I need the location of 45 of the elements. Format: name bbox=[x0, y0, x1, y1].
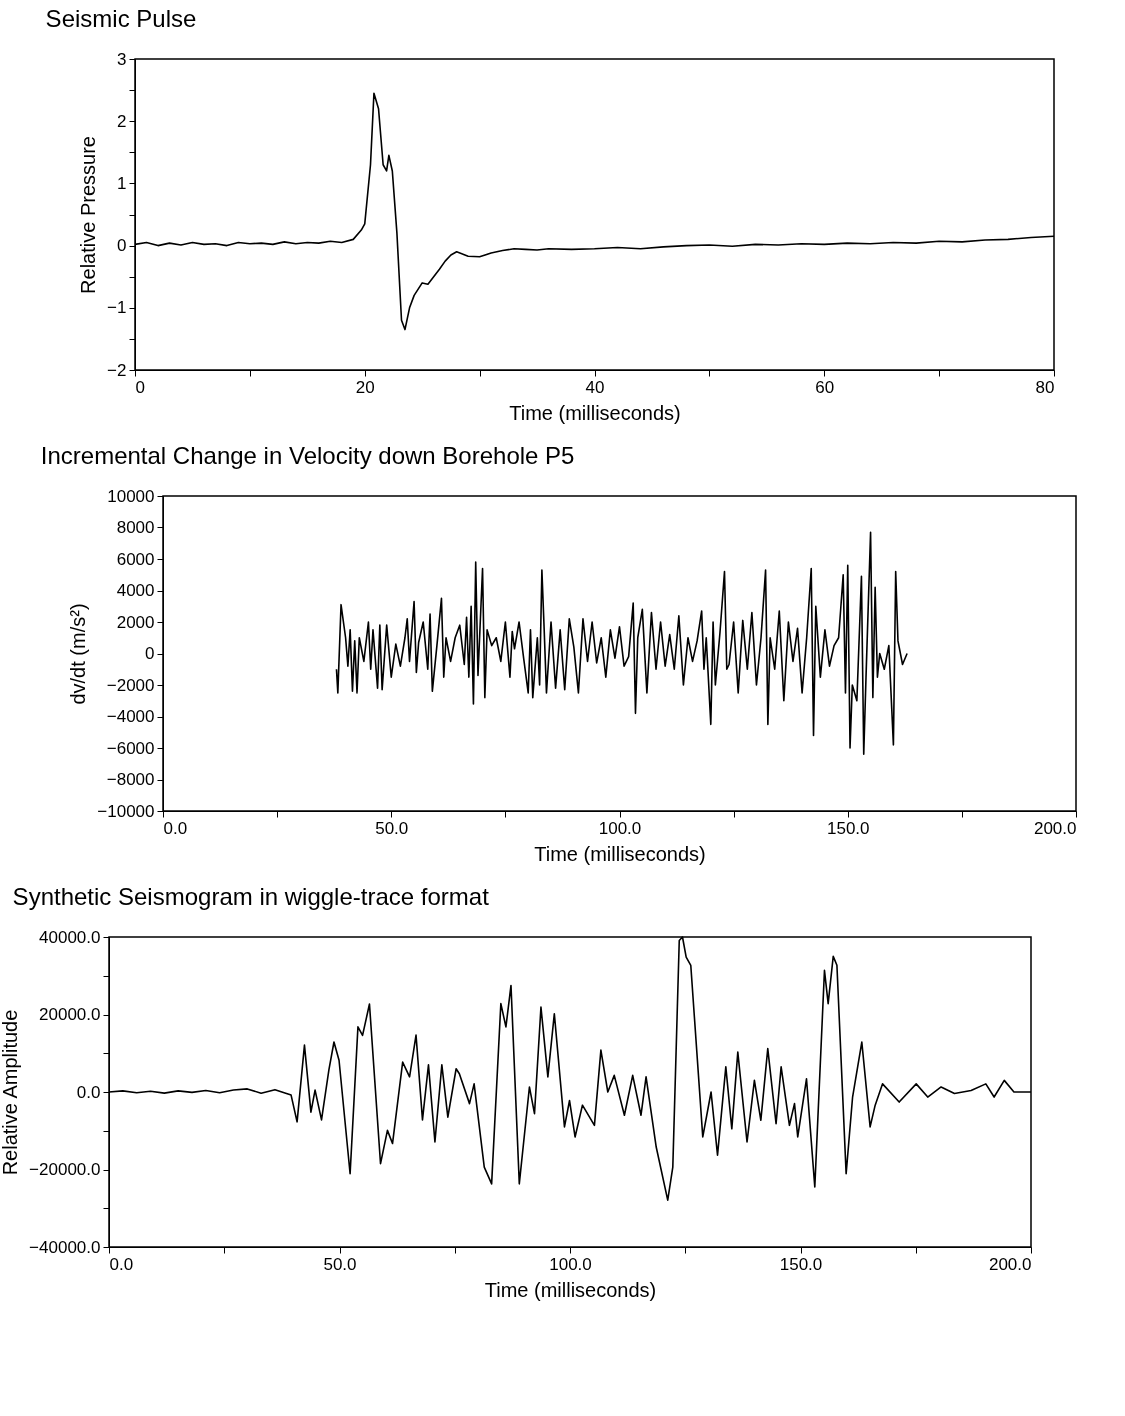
chart-title: Synthetic Seismogram in wiggle-trace format bbox=[12, 883, 490, 910]
y-tick-label: 0.0 bbox=[76, 1082, 101, 1102]
x-axis-title: Time (milliseconds) bbox=[509, 401, 681, 424]
x-tick-label: 20 bbox=[355, 377, 375, 397]
x-tick-label: 150.0 bbox=[779, 1254, 823, 1274]
y-tick-label: −8000 bbox=[106, 770, 155, 789]
x-tick-label: 200.0 bbox=[988, 1254, 1032, 1274]
chart-title: Incremental Change in Velocity down Borehole P5 bbox=[40, 442, 575, 469]
y-tick-label: −6000 bbox=[106, 738, 155, 758]
y-tick-label: 6000 bbox=[116, 549, 155, 569]
x-tick-label: 100.0 bbox=[598, 818, 642, 838]
y-tick-label: −2000 bbox=[106, 675, 155, 695]
x-tick-label: 0.0 bbox=[163, 818, 188, 838]
x-tick-label: 50.0 bbox=[375, 818, 409, 838]
y-axis-title: Relative Amplitude bbox=[0, 1009, 22, 1176]
y-tick-label: 2000 bbox=[116, 612, 155, 632]
y-tick-label: 0 bbox=[145, 644, 155, 663]
y-tick-label: 2 bbox=[117, 111, 127, 131]
x-tick-label: 60 bbox=[815, 377, 835, 397]
x-tick-label: 100.0 bbox=[549, 1254, 592, 1274]
y-tick-label: 4000 bbox=[116, 581, 155, 600]
x-tick-label: 200.0 bbox=[1033, 818, 1077, 838]
y-tick-label: −1 bbox=[107, 298, 127, 318]
chart-title: Seismic Pulse bbox=[45, 5, 197, 32]
y-tick-label: 10000 bbox=[107, 486, 155, 506]
x-tick-label: 80 bbox=[1035, 377, 1055, 397]
y-tick-label: 3 bbox=[117, 49, 127, 69]
x-tick-label: 150.0 bbox=[826, 818, 870, 838]
x-tick-label: 40 bbox=[585, 377, 605, 397]
y-tick-label: −40000.0 bbox=[29, 1237, 101, 1257]
y-tick-label: 0 bbox=[117, 236, 127, 256]
x-axis-title: Time (milliseconds) bbox=[534, 842, 706, 865]
y-tick-label: −4000 bbox=[106, 707, 155, 726]
x-axis-title: Time (milliseconds) bbox=[484, 1278, 657, 1301]
y-tick-label: −2 bbox=[107, 360, 127, 380]
y-tick-label: −10000 bbox=[97, 801, 155, 821]
x-tick-label: 50.0 bbox=[323, 1254, 357, 1274]
y-axis-title: Relative Pressure bbox=[77, 136, 100, 294]
y-tick-label: 1 bbox=[117, 173, 127, 193]
y-tick-label: 20000.0 bbox=[39, 1005, 101, 1024]
line-series bbox=[335, 531, 908, 756]
y-tick-label: 40000.0 bbox=[39, 927, 101, 947]
y-axis-title: dv/dt (m/s²) bbox=[67, 603, 90, 705]
y-tick-label: 8000 bbox=[116, 518, 155, 537]
y-tick-label: −20000.0 bbox=[29, 1160, 101, 1179]
